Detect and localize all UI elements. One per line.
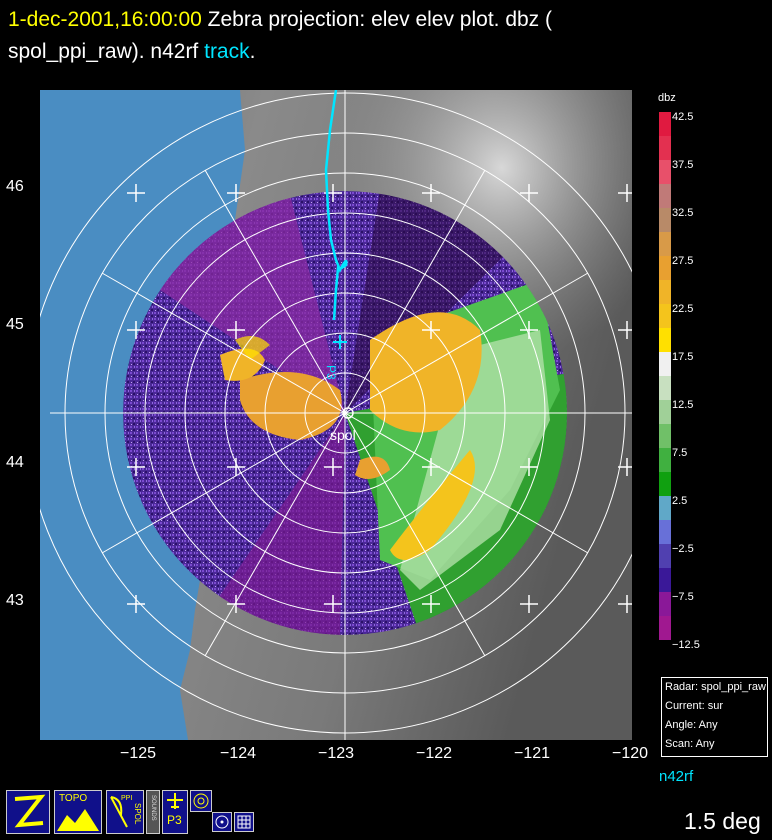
lat-tick-43: 43	[6, 592, 24, 609]
zebra-menu-button[interactable]	[6, 790, 50, 834]
colorbar-swatch	[659, 592, 671, 617]
colorbar-swatch	[659, 568, 671, 593]
colorbar-swatch	[659, 256, 671, 281]
colorbar-label: 17.5	[672, 351, 694, 363]
aircraft-icon	[333, 335, 347, 349]
colorbar-label: 2.5	[672, 495, 688, 507]
title-timestamp: 1-dec-2001,16:00:00	[8, 8, 202, 31]
colorbar-swatch	[659, 616, 671, 640]
colorbar-swatch	[659, 496, 671, 521]
colorbar-swatch	[659, 280, 671, 305]
colorbar-label: 22.5	[672, 303, 694, 315]
colorbar-swatch	[659, 472, 671, 497]
zebra-z-icon	[14, 794, 46, 828]
colorbar-label: −2.5	[672, 543, 694, 555]
title-end: .	[249, 40, 256, 63]
lon-tick-122: −122	[415, 745, 453, 762]
info-current: Current: sur	[665, 700, 724, 712]
p3-label: P3	[167, 813, 182, 827]
info-scan: Scan: Any	[665, 738, 715, 750]
rings-icon	[193, 793, 209, 809]
colorbar-swatch	[659, 304, 671, 329]
title-line2: spol_ppi_raw). n42rf	[8, 40, 205, 63]
sounds-button[interactable]: SOUNDS	[146, 790, 160, 834]
colorbar-swatch	[659, 328, 671, 353]
colorbar-label: −12.5	[672, 639, 700, 651]
lon-tick-121: −121	[513, 745, 551, 762]
ppi-label: PPI	[121, 795, 133, 802]
colorbar-label: 42.5	[672, 111, 694, 123]
aircraft-track[interactable]	[324, 90, 348, 321]
graticule-crosses	[127, 184, 632, 613]
grid-button[interactable]	[234, 812, 254, 832]
colorbar-label: 12.5	[672, 399, 694, 411]
lon-tick-125: −125	[119, 745, 157, 762]
lat-tick-46: 46	[6, 178, 24, 195]
sounds-label: SOUNDS	[150, 795, 156, 821]
colorbar-swatch	[659, 160, 671, 185]
lat-tick-45: 45	[6, 316, 24, 333]
lon-tick-124: −124	[219, 745, 257, 762]
radar-site-label: spol	[330, 427, 356, 443]
colorbar-swatch	[659, 232, 671, 257]
colorbar-swatch	[659, 136, 671, 161]
colorbar-label: 32.5	[672, 207, 694, 219]
p3-button[interactable]: P3	[162, 790, 188, 834]
title-track-link[interactable]: track	[204, 40, 250, 63]
radar-dish-icon	[110, 796, 128, 828]
info-radar: Radar: spol_ppi_raw	[665, 681, 766, 693]
colorbar-label: −7.5	[672, 591, 694, 603]
colorbar-swatch	[659, 424, 671, 449]
azimuth-radials	[50, 90, 632, 740]
colorbar-label: 7.5	[672, 447, 688, 459]
colorbar-swatch	[659, 400, 671, 425]
lat-tick-44: 44	[6, 454, 24, 471]
colorbar-title: dbz	[658, 92, 676, 104]
radar-map-plot[interactable]: P3 spol	[40, 90, 632, 740]
aircraft-label: P3	[324, 365, 338, 380]
colorbar-swatch	[659, 352, 671, 377]
radar-site-marker[interactable]	[342, 407, 354, 419]
colorbar-label: 37.5	[672, 159, 694, 171]
elevation-label: 1.5 deg	[684, 808, 761, 834]
spol-label: SPOL	[133, 803, 142, 825]
colorbar-swatch	[659, 184, 671, 209]
colorbar-swatch	[659, 520, 671, 545]
range-rings-button[interactable]	[190, 790, 212, 812]
colorbar	[659, 112, 671, 640]
radar-echo-field	[123, 191, 567, 635]
radar-info-box: Radar: spol_ppi_raw Current: sur Angle: …	[661, 677, 768, 757]
target-button[interactable]	[212, 812, 232, 832]
airplane-icon	[167, 793, 183, 809]
topo-label: TOPO	[59, 793, 88, 804]
target-icon	[215, 815, 229, 829]
colorbar-swatch	[659, 112, 671, 137]
title-main: Zebra projection: elev elev plot. dbz (	[201, 8, 553, 31]
colorbar-swatch	[659, 448, 671, 473]
colorbar-label: 27.5	[672, 255, 694, 267]
info-angle: Angle: Any	[665, 719, 718, 731]
lon-tick-120: −120	[611, 745, 649, 762]
lon-tick-123: −123	[317, 745, 355, 762]
colorbar-swatch	[659, 544, 671, 569]
platform-label[interactable]: n42rf	[659, 768, 694, 785]
colorbar-swatch	[659, 376, 671, 401]
colorbar-swatch	[659, 208, 671, 233]
plot-title: 1-dec-2001,16:00:00 Zebra projection: el…	[8, 4, 768, 68]
grid-icon	[237, 815, 251, 829]
ppi-spol-button[interactable]: PPI SPOL	[106, 790, 144, 834]
mountain-icon	[57, 809, 99, 831]
topo-button[interactable]: TOPO	[54, 790, 102, 834]
